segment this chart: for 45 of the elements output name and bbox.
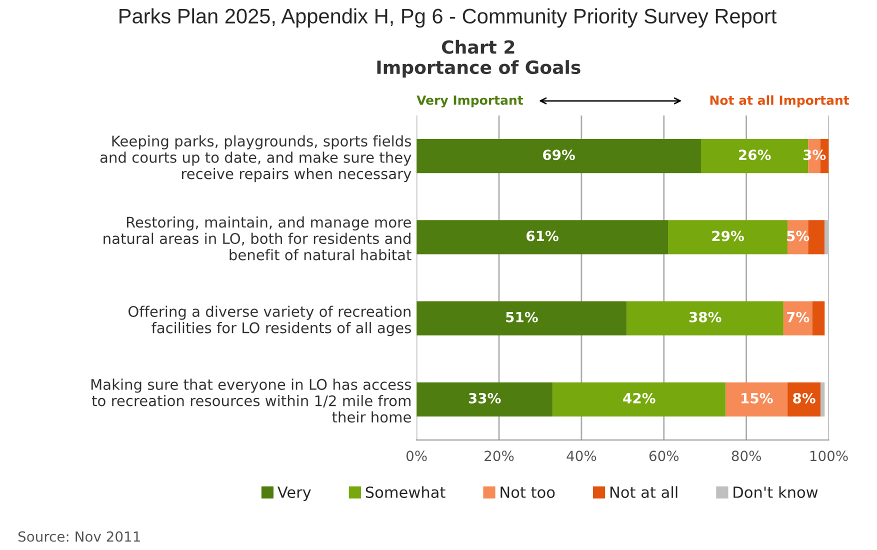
bar	[416, 382, 553, 416]
chart-title: Parks Plan 2025, Appendix H, Pg 6 - Community Priority Survey Report	[120, 8, 777, 28]
x-tick-label: 0%	[406, 450, 427, 462]
bar	[668, 220, 788, 254]
data-label: 15%	[742, 392, 773, 404]
bar	[824, 220, 829, 254]
x-tick-label: 80%	[732, 450, 761, 462]
bar	[726, 382, 788, 416]
x-tick-label: 60%	[649, 450, 679, 462]
data-label: 8%	[793, 392, 816, 404]
data-label: 38%	[689, 312, 722, 322]
legend-label: Not too	[500, 486, 555, 498]
data-label: 51%	[506, 312, 538, 322]
bar	[552, 382, 726, 416]
data-label: 69%	[543, 150, 575, 160]
y-tick-label: Restoring, maintain, and manage more natural areas in LO, both for residents and benefit of natural habitat	[104, 216, 412, 260]
legend-label: Very	[278, 486, 311, 501]
data-label: 7%	[786, 312, 810, 322]
bar	[783, 301, 812, 336]
bar	[626, 301, 784, 336]
source-note: Source: Nov 2011	[18, 531, 140, 542]
legend-label: Somewhat	[366, 486, 446, 498]
bar	[416, 139, 701, 174]
data-label: 61%	[526, 230, 558, 242]
x-tick-label: 40%	[566, 450, 596, 462]
y-tick-label: Keeping parks, playgrounds, sports fields and courts up to date, and make sure they receive repairs when necessary	[100, 135, 412, 182]
data-label: 29%	[712, 230, 744, 242]
bar	[808, 220, 825, 254]
y-tick-label: Making sure that everyone in LO has access to recreation resources within 1/2 mile from their home	[91, 378, 412, 423]
data-label: 42%	[623, 392, 656, 404]
text: Very Important	[416, 96, 524, 108]
x-tick-label: 20%	[484, 450, 514, 462]
bar	[820, 382, 825, 416]
legend-label: Not at all	[610, 486, 678, 498]
bar	[416, 220, 668, 254]
bar	[812, 301, 825, 336]
bar	[788, 382, 821, 416]
bar	[416, 301, 627, 336]
chart-subtitle: Chart 2 Importance of Goals	[377, 40, 580, 78]
y-tick-label: Offering a diverse variety of recreation facilities for LO residents of all ages	[128, 306, 412, 336]
data-label: 33%	[468, 392, 501, 404]
x-tick-label: 100%	[810, 450, 848, 462]
data-label: 26%	[739, 150, 771, 160]
text: Not at all Important	[710, 95, 850, 108]
legend-label: Don't know	[734, 486, 818, 498]
